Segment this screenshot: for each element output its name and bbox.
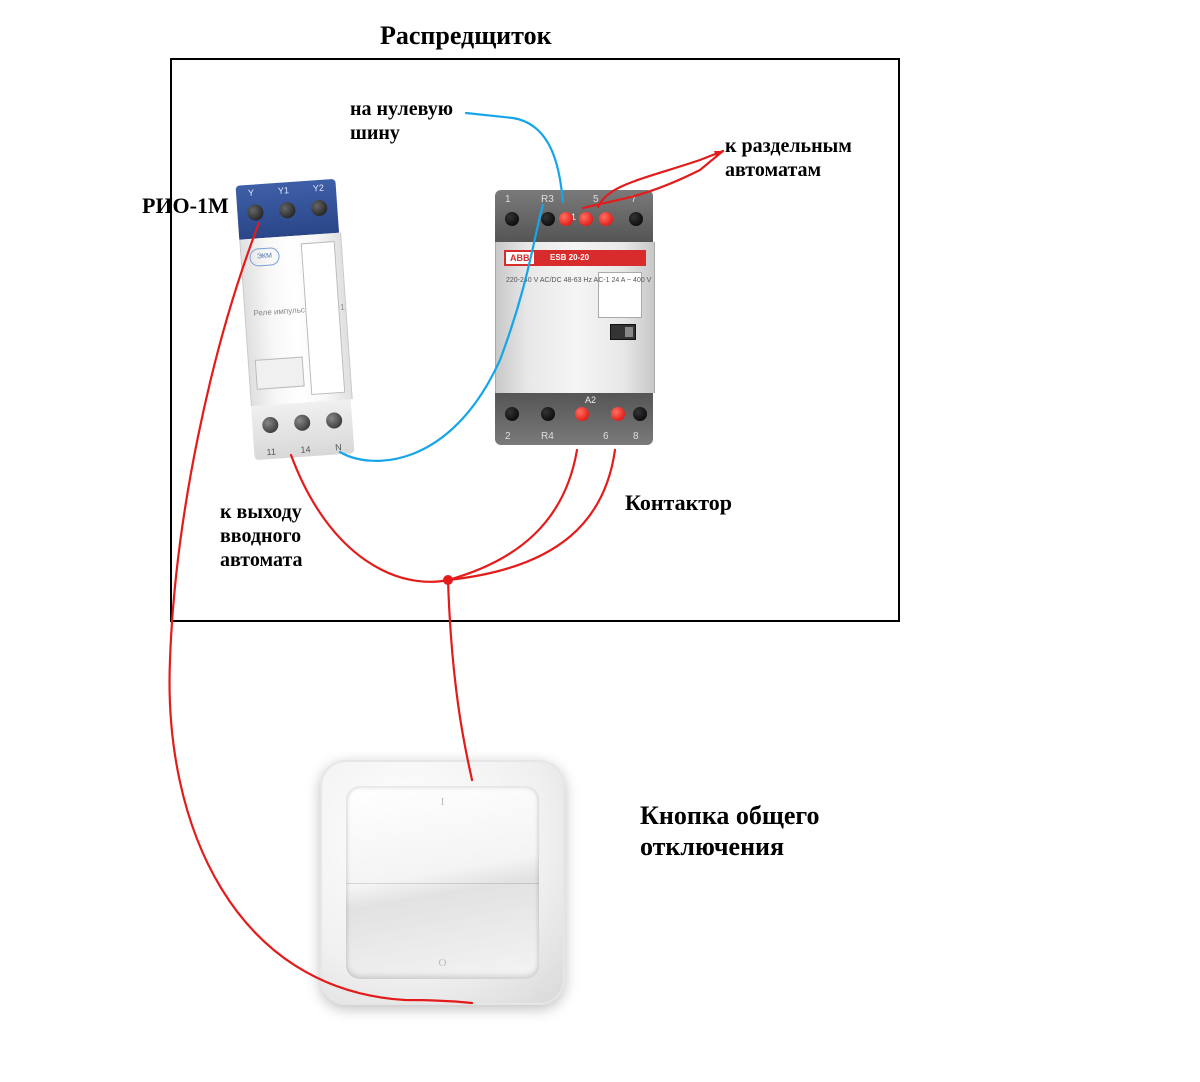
relay-diagram-icon bbox=[301, 241, 346, 395]
relay-top-terminals: Y Y1 Y2 bbox=[236, 179, 340, 240]
contactor-top-terminals: 1 R3 5 7 A1 bbox=[495, 190, 653, 242]
to-breakers-label: к раздельным автоматам bbox=[725, 134, 852, 182]
relay-plate bbox=[255, 357, 305, 390]
relay-body: ЭКМ Реле импульсное РИО-1 bbox=[239, 233, 352, 407]
neutral-bus-label: на нулевую шину bbox=[350, 97, 453, 145]
button-name-label: Кнопка общего отключения bbox=[640, 800, 820, 862]
master-off-switch[interactable]: I O bbox=[320, 760, 565, 1005]
relay-bottom-terminals: 11 14 N bbox=[251, 399, 355, 460]
relay-name-label: РИО-1М bbox=[142, 193, 229, 219]
contactor-manual-switch bbox=[610, 324, 636, 340]
terminal-num: 1 bbox=[505, 194, 511, 205]
terminal-num: R3 bbox=[541, 194, 554, 205]
contactor-body: ABB ESB 20-20 220-240 V AC/DC 48-63 Hz A… bbox=[495, 242, 655, 393]
contactor-model: ESB 20-20 bbox=[550, 252, 589, 264]
relay-terminal-label: 14 bbox=[300, 444, 311, 455]
panel-title: Распредщиток bbox=[380, 20, 552, 51]
terminal-num: 2 bbox=[505, 431, 511, 442]
terminal-num: 7 bbox=[631, 194, 637, 205]
terminal-num: 8 bbox=[633, 431, 639, 442]
contactor: 1 R3 5 7 A1 ABB ESB 20-20 220-240 V AC/D… bbox=[495, 190, 653, 445]
terminal-num: 5 bbox=[593, 194, 599, 205]
relay-terminal-label: Y2 bbox=[313, 183, 325, 194]
switch-rocker[interactable]: I O bbox=[346, 786, 539, 979]
contactor-spec: 220-240 V AC/DC 48-63 Hz AC-1 24 A ~ 400… bbox=[506, 276, 651, 285]
relay-terminal-label: Y1 bbox=[278, 185, 290, 196]
coil-a2-label: A2 bbox=[585, 395, 596, 405]
coil-a1-terminal bbox=[559, 212, 573, 226]
coil-a2-terminal bbox=[575, 407, 589, 421]
contactor-bottom-terminals: A2 2 R4 6 8 bbox=[495, 393, 653, 445]
to-input-breaker-label: к выходу вводного автомата bbox=[220, 500, 303, 572]
impulse-relay: Y Y1 Y2 ЭКМ Реле импульсное РИО-1 11 14 … bbox=[236, 179, 355, 460]
relay-terminal-label: Y bbox=[248, 188, 255, 198]
relay-terminal-label: N bbox=[335, 442, 342, 452]
relay-badge: ЭКМ bbox=[249, 247, 280, 267]
terminal-num: R4 bbox=[541, 431, 554, 442]
contactor-brand: ABB bbox=[506, 252, 534, 264]
relay-terminal-label: 11 bbox=[266, 447, 276, 458]
contactor-name-label: Контактор bbox=[625, 490, 732, 516]
terminal-num: 6 bbox=[603, 431, 609, 442]
